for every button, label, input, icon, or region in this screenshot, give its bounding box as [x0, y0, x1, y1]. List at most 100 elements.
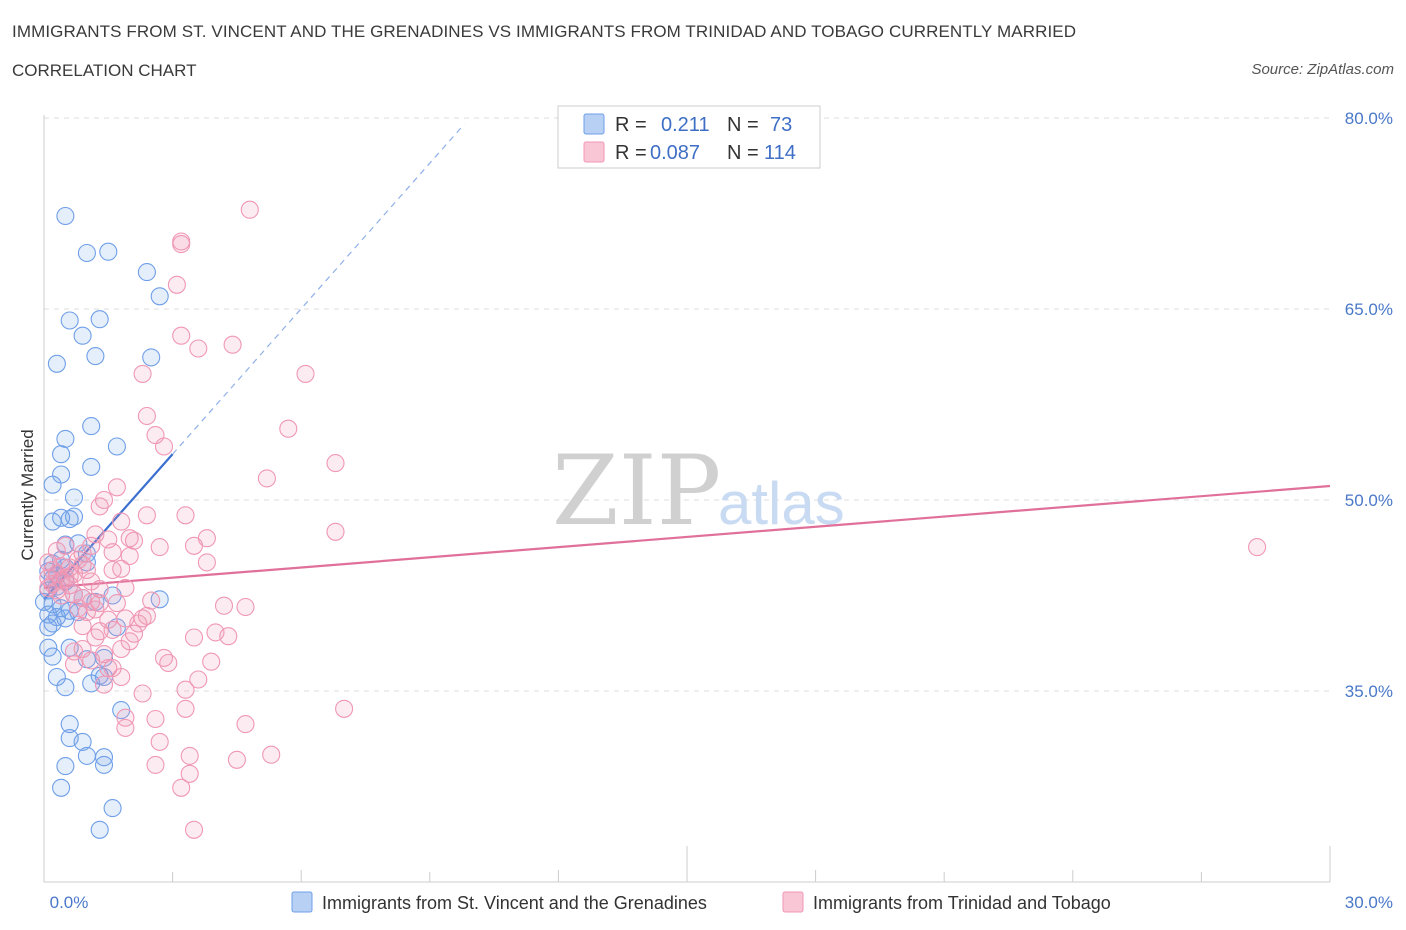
point-pink-14 — [257, 469, 276, 488]
point-blue-0 — [56, 206, 75, 226]
point-pink-32 — [197, 553, 216, 572]
point-pink-27 — [150, 538, 169, 557]
legend-r-label-2: R = — [615, 142, 647, 164]
point-pink-109 — [99, 659, 118, 678]
legend-r-value-2: 0.087 — [650, 142, 700, 164]
y-tick-label-2: 65.0% — [1345, 300, 1393, 319]
point-blue-62 — [73, 732, 92, 751]
legend-r-label-1: R = — [615, 114, 647, 136]
point-pink-94 — [184, 820, 204, 839]
point-pink-110 — [64, 642, 84, 661]
series-legend-swatch-blue — [291, 891, 313, 913]
point-pink-9 — [137, 406, 156, 426]
point-pink-73 — [202, 652, 221, 671]
point-blue-1 — [77, 243, 96, 263]
point-pink-90 — [146, 755, 165, 774]
point-pink-92 — [180, 764, 199, 783]
point-pink-112 — [82, 572, 101, 591]
point-pink-82 — [335, 699, 354, 718]
chart-subtitle: CORRELATION CHART — [12, 61, 197, 80]
watermark: ZIP atlas — [552, 435, 845, 547]
point-blue-10 — [142, 348, 161, 367]
point-pink-19 — [176, 506, 195, 525]
point-pink-28 — [184, 536, 204, 555]
point-pink-81 — [176, 699, 195, 718]
point-blue-70 — [34, 592, 54, 611]
point-pink-21 — [326, 522, 345, 541]
point-pink-108 — [176, 680, 195, 699]
point-pink-50 — [73, 588, 92, 608]
point-pink-87 — [150, 732, 169, 751]
point-blue-17 — [43, 475, 62, 494]
point-pink-105 — [124, 531, 144, 550]
x-tick-labels: 0.0% 30.0% — [50, 893, 1393, 912]
point-pink-75 — [64, 655, 84, 674]
point-blue-15 — [82, 457, 101, 476]
point-blue-57 — [56, 678, 75, 697]
data-points — [34, 200, 1267, 839]
point-pink-103 — [73, 555, 92, 574]
series-legend: Immigrants from St. Vincent and the Gren… — [291, 891, 1111, 913]
point-pink-61 — [73, 617, 92, 636]
point-pink-85 — [236, 715, 255, 734]
point-blue-14 — [52, 445, 71, 464]
point-pink-79 — [94, 675, 114, 694]
legend-swatch-blue — [583, 113, 605, 135]
point-pink-13 — [326, 454, 345, 473]
point-pink-99 — [142, 591, 161, 610]
x-tick-label-0: 0.0% — [50, 893, 89, 912]
point-pink-80 — [133, 684, 152, 703]
point-blue-21 — [64, 507, 84, 526]
point-blue-60 — [60, 715, 79, 734]
y-tick-labels: 35.0% 50.0% 65.0% 80.0% — [1345, 109, 1393, 701]
point-pink-65 — [184, 628, 204, 647]
point-blue-58 — [82, 674, 101, 693]
chart-title: IMMIGRANTS FROM ST. VINCENT AND THE GREN… — [12, 22, 1077, 41]
point-pink-8 — [296, 364, 315, 383]
point-blue-11 — [82, 417, 101, 436]
point-blue-66 — [94, 755, 114, 774]
point-blue-67 — [52, 778, 71, 797]
point-pink-86 — [116, 718, 135, 737]
point-pink-5 — [189, 339, 208, 358]
point-pink-88 — [180, 746, 199, 765]
point-pink-2 — [172, 235, 191, 254]
point-pink-89 — [262, 745, 281, 764]
legend-n-label-2: N = — [727, 142, 759, 164]
legend-n-value-2: 114 — [764, 142, 796, 164]
point-pink-4 — [172, 326, 191, 345]
point-pink-84 — [116, 708, 135, 727]
point-pink-46 — [116, 578, 135, 597]
legend-r-value-1: 0.211 — [661, 114, 710, 136]
point-pink-0 — [240, 200, 259, 219]
watermark-zip: ZIP — [552, 435, 721, 547]
point-pink-102 — [107, 594, 126, 613]
point-blue-5 — [60, 311, 79, 330]
point-pink-25 — [56, 536, 75, 555]
legend-n-label-1: N = — [727, 114, 759, 136]
y-tick-label-3: 80.0% — [1345, 109, 1393, 128]
point-pink-49 — [64, 585, 84, 604]
point-blue-8 — [86, 347, 105, 366]
series-legend-label-blue: Immigrants from St. Vincent and the Gren… — [322, 893, 707, 913]
point-pink-106 — [52, 586, 71, 605]
point-blue-18 — [64, 488, 84, 507]
x-tick-label-1: 30.0% — [1345, 893, 1393, 912]
trend-line-pink — [43, 484, 1331, 589]
point-pink-12 — [154, 437, 174, 456]
point-pink-71 — [82, 651, 101, 670]
point-blue-46 — [39, 618, 58, 637]
source-label: Source: ZipAtlas.com — [1251, 61, 1394, 78]
trend-line-extension-blue — [172, 123, 465, 455]
point-blue-9 — [47, 354, 66, 373]
point-blue-6 — [90, 310, 109, 329]
point-pink-62 — [103, 620, 122, 639]
point-pink-7 — [133, 364, 152, 383]
point-pink-91 — [227, 750, 246, 769]
point-pink-54 — [236, 597, 255, 617]
y-axis-label: Currently Married — [18, 429, 37, 560]
point-pink-77 — [112, 667, 131, 687]
point-pink-95 — [1248, 538, 1267, 557]
point-blue-2 — [99, 242, 118, 261]
